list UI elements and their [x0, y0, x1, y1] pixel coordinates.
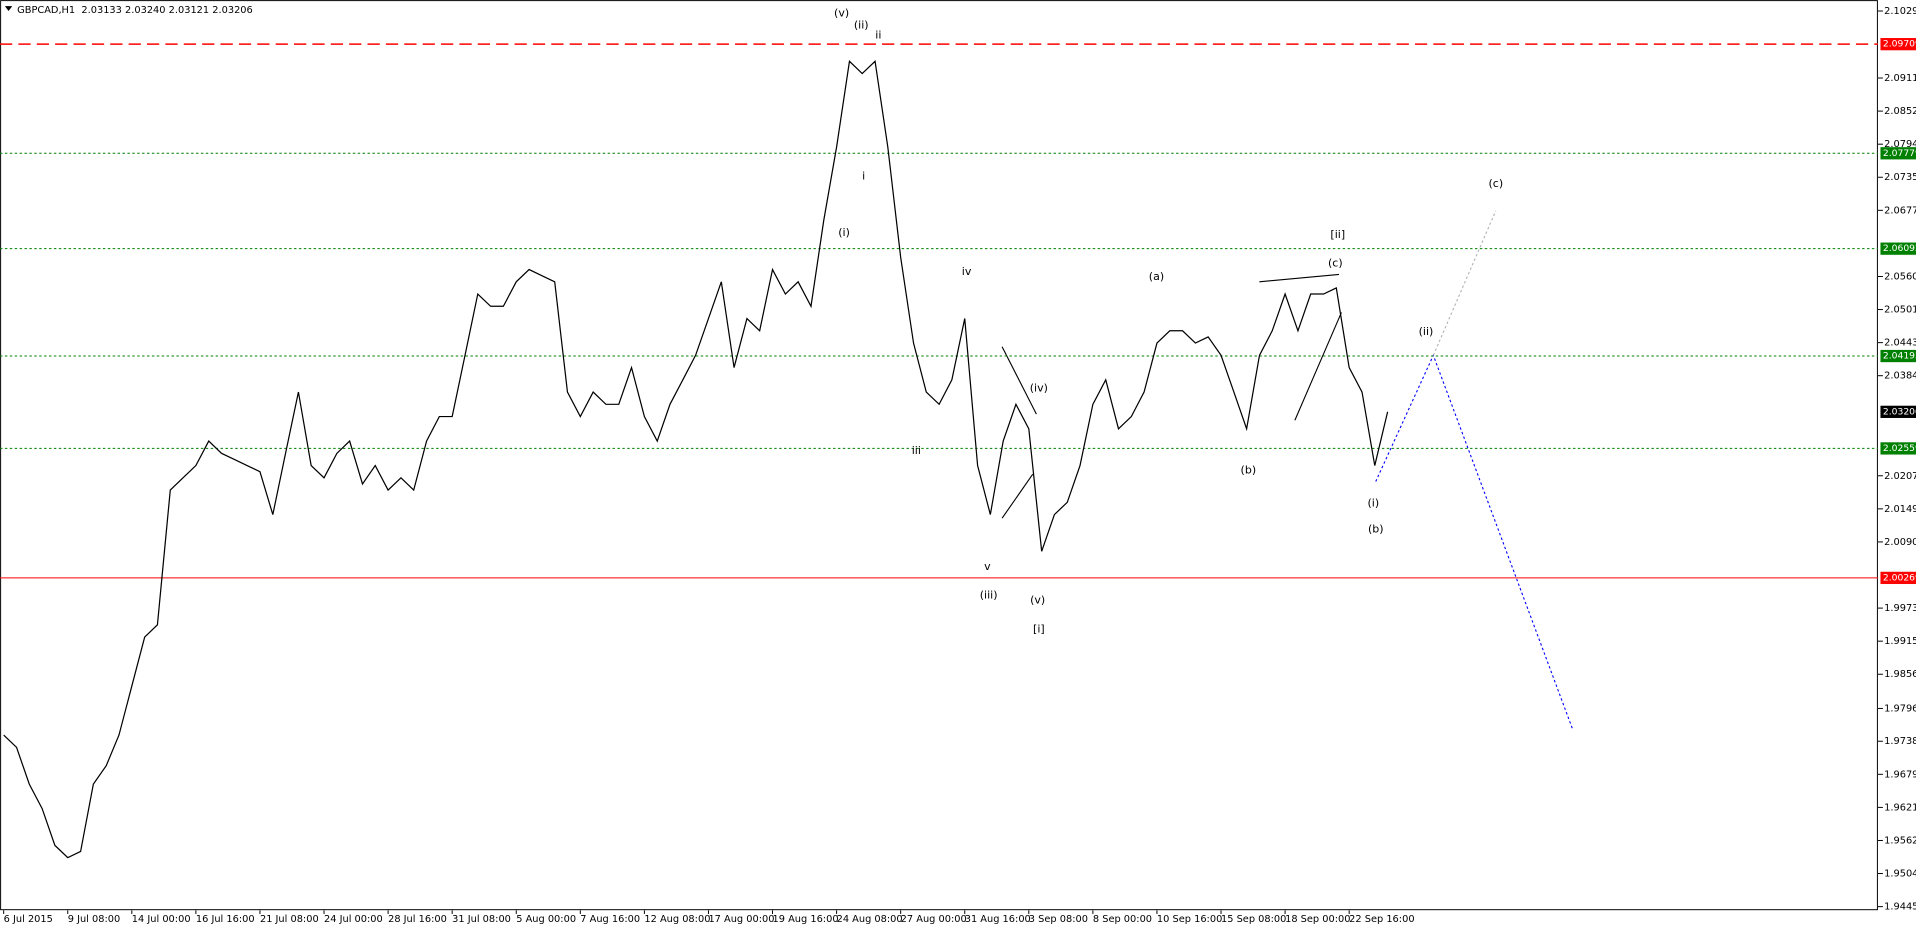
x-tick-label: 14 Jul 00:00 — [132, 914, 191, 925]
x-tick-label: 9 Jul 08:00 — [68, 914, 121, 925]
projection-line — [1432, 210, 1497, 356]
menu-arrow[interactable] — [4, 6, 13, 12]
x-tick-label: 28 Jul 16:00 — [388, 914, 447, 925]
y-tick-label: 2.05015 — [1884, 305, 1916, 316]
y-tick-label: 2.00905 — [1884, 537, 1916, 548]
y-tick-label: 2.05600 — [1884, 271, 1916, 282]
y-tick-label: 1.96210 — [1884, 802, 1916, 813]
y-tick-label: 2.02075 — [1884, 471, 1916, 482]
plot-frame — [0, 0, 1878, 911]
x-tick-label: 21 Jul 08:00 — [260, 914, 319, 925]
trend-line — [1001, 346, 1037, 415]
level-label-bg — [1880, 349, 1916, 363]
y-tick-label: 1.95040 — [1884, 869, 1916, 880]
wave-label: v — [984, 560, 991, 573]
y-tick-label: 2.03845 — [1884, 371, 1916, 382]
wave-label: [ii] — [1330, 228, 1345, 241]
trend-lines — [1001, 210, 1574, 731]
wave-label: (c) — [1328, 256, 1343, 269]
wave-label: (i) — [1367, 497, 1379, 510]
wave-label: (iv) — [1030, 381, 1048, 394]
y-tick-label: 1.94455 — [1884, 902, 1916, 913]
level-label: 2.00269 — [1883, 572, 1916, 583]
y-tick-label: 1.98565 — [1884, 669, 1916, 680]
wave-label: ii — [875, 29, 881, 42]
trend-line — [1001, 473, 1034, 519]
level-label: 2.04193 — [1883, 351, 1916, 362]
y-tick-label: 1.99735 — [1884, 603, 1916, 614]
wave-label: (b) — [1241, 463, 1257, 476]
x-tick-label: 22 Sep 16:00 — [1349, 914, 1414, 925]
x-tick-label: 12 Aug 08:00 — [644, 914, 710, 925]
x-tick-label: 8 Sep 00:00 — [1093, 914, 1152, 925]
y-tick-label: 2.04430 — [1884, 338, 1916, 349]
level-label: 2.03206 — [1883, 406, 1916, 417]
wave-label: (ii) — [1419, 325, 1434, 338]
y-tick-label: 2.07940 — [1884, 139, 1916, 150]
x-tick-label: 7 Aug 16:00 — [580, 914, 640, 925]
level-label-bg — [1880, 442, 1916, 455]
x-tick-label: 6 Jul 2015 — [4, 914, 53, 925]
x-tick-label: 31 Jul 08:00 — [452, 914, 511, 925]
x-tick-label: 27 Aug 00:00 — [901, 914, 967, 925]
level-label-bg — [1880, 242, 1916, 255]
projection-line — [1375, 353, 1574, 731]
chart-title: GBPCAD,H1 2.03133 2.03240 2.03121 2.0320… — [17, 5, 253, 16]
wave-label: (ii) — [854, 19, 869, 32]
y-tick-label: 2.06770 — [1884, 205, 1916, 216]
wave-label: (b) — [1368, 522, 1384, 535]
trend-line — [1259, 273, 1340, 283]
x-tick-label: 3 Sep 08:00 — [1029, 914, 1088, 925]
y-tick-label: 1.97380 — [1884, 736, 1916, 747]
price-line — [3, 59, 1389, 859]
y-tick-label: 1.96795 — [1884, 769, 1916, 780]
level-label-bg — [1880, 147, 1916, 160]
wave-label: iv — [962, 265, 972, 278]
y-tick-label: 2.09110 — [1884, 73, 1916, 84]
level-label: 2.09709 — [1883, 39, 1916, 50]
trend-line — [1294, 312, 1342, 421]
wave-label: (a) — [1149, 270, 1164, 283]
y-tick-label: 2.01490 — [1884, 504, 1916, 515]
y-tick-label: 1.97960 — [1884, 703, 1916, 714]
level-label-bg — [1880, 571, 1916, 585]
y-tick-label: 1.99150 — [1884, 636, 1916, 647]
y-tick-label: 2.07355 — [1884, 172, 1916, 183]
x-tick-label: 24 Aug 08:00 — [837, 914, 903, 925]
x-tick-label: 15 Sep 08:00 — [1221, 914, 1286, 925]
wave-label: (v) — [1030, 593, 1045, 606]
level-label-bg — [1880, 38, 1916, 51]
x-tick-label: 19 Aug 16:00 — [773, 914, 839, 925]
x-tick-label: 18 Sep 00:00 — [1285, 914, 1350, 925]
wave-label: i — [862, 169, 865, 182]
x-tick-label: 17 Aug 00:00 — [708, 914, 774, 925]
level-label: 2.07779 — [1883, 148, 1916, 159]
x-tick-label: 10 Sep 16:00 — [1157, 914, 1222, 925]
x-tick-label: 31 Aug 16:00 — [965, 914, 1031, 925]
wave-label: (iii) — [980, 588, 998, 601]
wave-label: (c) — [1488, 177, 1503, 190]
y-tick-label: 2.10295 — [1884, 6, 1916, 17]
wave-label: iii — [912, 444, 921, 457]
y-tick-label: 1.95625 — [1884, 835, 1916, 846]
level-label: 2.02559 — [1883, 443, 1916, 454]
x-tick-label: 16 Jul 16:00 — [196, 914, 255, 925]
wave-label: [i] — [1033, 623, 1045, 636]
level-label-bg — [1880, 405, 1916, 418]
wave-label: (v) — [834, 6, 849, 19]
wave-label: (i) — [838, 226, 850, 239]
x-tick-label: 24 Jul 00:00 — [324, 914, 383, 925]
y-tick-label: 2.08525 — [1884, 106, 1916, 117]
x-tick-label: 5 Aug 00:00 — [516, 914, 576, 925]
